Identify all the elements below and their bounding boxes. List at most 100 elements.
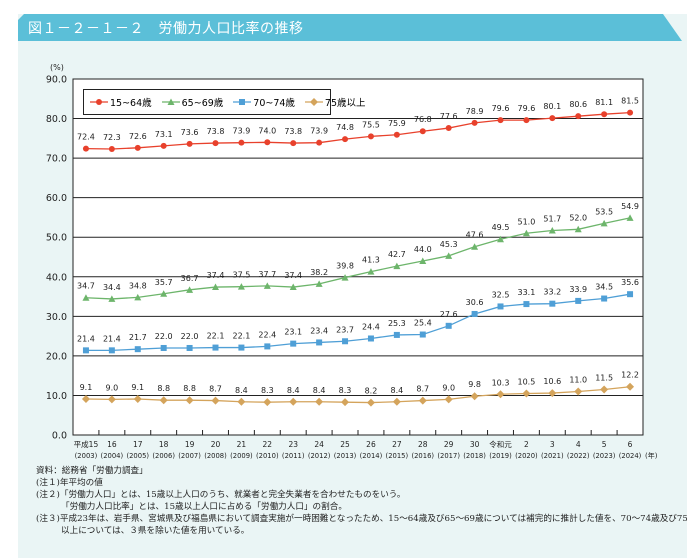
data-point (263, 398, 272, 407)
data-point (160, 344, 167, 351)
y-tick-label: 40.0 (46, 272, 67, 283)
series-line (85, 386, 631, 404)
x-tick-label: 5 (602, 440, 607, 449)
x-tick-year: (2018) (463, 452, 486, 460)
x-tick-label: 20 (211, 440, 221, 449)
x-tick-year: (2014) (360, 452, 383, 460)
x-tick-year: (2015) (386, 452, 409, 460)
data-label: 9.8 (468, 380, 481, 389)
x-tick-year: (2009) (230, 452, 253, 460)
x-tick-year: (2006) (152, 452, 175, 460)
data-point (263, 282, 271, 289)
data-label: 35.7 (155, 278, 173, 287)
data-label: 54.9 (621, 202, 639, 211)
x-tick-year: (2024) (619, 452, 642, 460)
data-point (186, 286, 194, 293)
data-point (419, 128, 426, 135)
data-label: 47.6 (466, 231, 484, 240)
data-label: 73.1 (155, 130, 173, 139)
data-label: 74.0 (258, 126, 276, 135)
data-point (523, 117, 530, 124)
diamond-marker-icon (304, 98, 323, 106)
data-point (627, 291, 634, 298)
data-point (238, 344, 245, 351)
data-label: 38.2 (310, 268, 328, 277)
data-label: 73.8 (207, 127, 225, 136)
legend-item: 15~64歳 (90, 95, 152, 109)
data-label: 9.1 (80, 383, 93, 392)
y-tick-label: 20.0 (46, 351, 67, 362)
data-point (290, 340, 297, 347)
data-label: 79.6 (518, 104, 536, 113)
notes: 資料：総務省「労働力調査」 (注１)年平均の値 (注２)「労働力人口」とは、15… (36, 465, 687, 537)
y-tick-label: 0.0 (52, 431, 67, 442)
data-point (108, 347, 115, 354)
data-label: 9.0 (442, 383, 455, 392)
data-point (496, 390, 505, 399)
data-point (418, 396, 427, 405)
data-point (134, 346, 141, 353)
data-point (627, 109, 634, 116)
data-label: 37.7 (258, 270, 276, 279)
legend-marker (309, 98, 318, 106)
data-label: 80.1 (543, 102, 561, 111)
data-label: 79.6 (492, 104, 510, 113)
data-point (601, 295, 608, 302)
data-point (342, 136, 349, 143)
data-label: 25.4 (414, 319, 432, 328)
source-note: 資料：総務省「労働力調査」 (36, 466, 148, 476)
x-tick-year: (2022) (567, 452, 590, 460)
data-point (108, 146, 115, 153)
data-point (212, 140, 219, 147)
y-axis-label: (%) (50, 63, 64, 72)
data-label: 37.5 (233, 271, 251, 280)
data-label: 42.7 (388, 250, 406, 259)
data-label: 8.4 (390, 386, 403, 395)
data-label: 11.5 (595, 374, 613, 383)
x-tick-label: 25 (340, 440, 350, 449)
x-tick-year: (2020) (515, 452, 538, 460)
data-point (393, 262, 401, 270)
data-point (160, 290, 168, 297)
data-label: 52.0 (569, 213, 587, 222)
data-label: 23.7 (336, 325, 354, 334)
data-label: 53.5 (595, 207, 613, 216)
data-label: 24.4 (362, 322, 380, 331)
data-point (315, 280, 323, 287)
y-tick-label: 70.0 (46, 154, 67, 165)
x-tick-year: (2021) (541, 452, 564, 460)
data-point (186, 140, 193, 147)
note-2a: (注２)「労働力人口」とは、15歳以上人口のうち、就業者と完全失業者を合わせたも… (36, 490, 406, 500)
x-tick-label: 26 (366, 440, 376, 449)
figure-header (18, 14, 682, 41)
data-point (81, 395, 90, 404)
data-point (237, 283, 245, 290)
data-label: 9.0 (105, 383, 118, 392)
data-label: 8.4 (235, 386, 248, 395)
legend-label: 15~64歳 (110, 98, 152, 109)
data-label: 37.4 (284, 271, 302, 280)
data-point (315, 397, 324, 406)
data-point (108, 295, 116, 302)
data-point (289, 397, 298, 406)
data-label: 44.0 (414, 245, 432, 254)
data-label: 73.9 (233, 127, 251, 136)
data-point (107, 395, 116, 404)
data-label: 22.1 (233, 332, 251, 341)
data-point (548, 389, 557, 398)
data-point (445, 125, 452, 132)
x-tick-label: 4 (576, 440, 581, 449)
x-tick-label: 28 (418, 440, 428, 449)
data-label: 22.0 (181, 332, 199, 341)
x-tick-year: (2007) (178, 452, 201, 460)
data-label: 8.3 (261, 386, 274, 395)
y-tick-label: 60.0 (46, 193, 67, 204)
series-line (85, 111, 631, 150)
data-label: 27.6 (440, 310, 458, 319)
data-label: 23.4 (310, 326, 328, 335)
data-label: 33.2 (543, 288, 561, 297)
data-point (134, 144, 141, 151)
series-line (85, 293, 631, 352)
x-tick-year: (2019) (489, 452, 512, 460)
data-label: 23.1 (284, 328, 302, 337)
